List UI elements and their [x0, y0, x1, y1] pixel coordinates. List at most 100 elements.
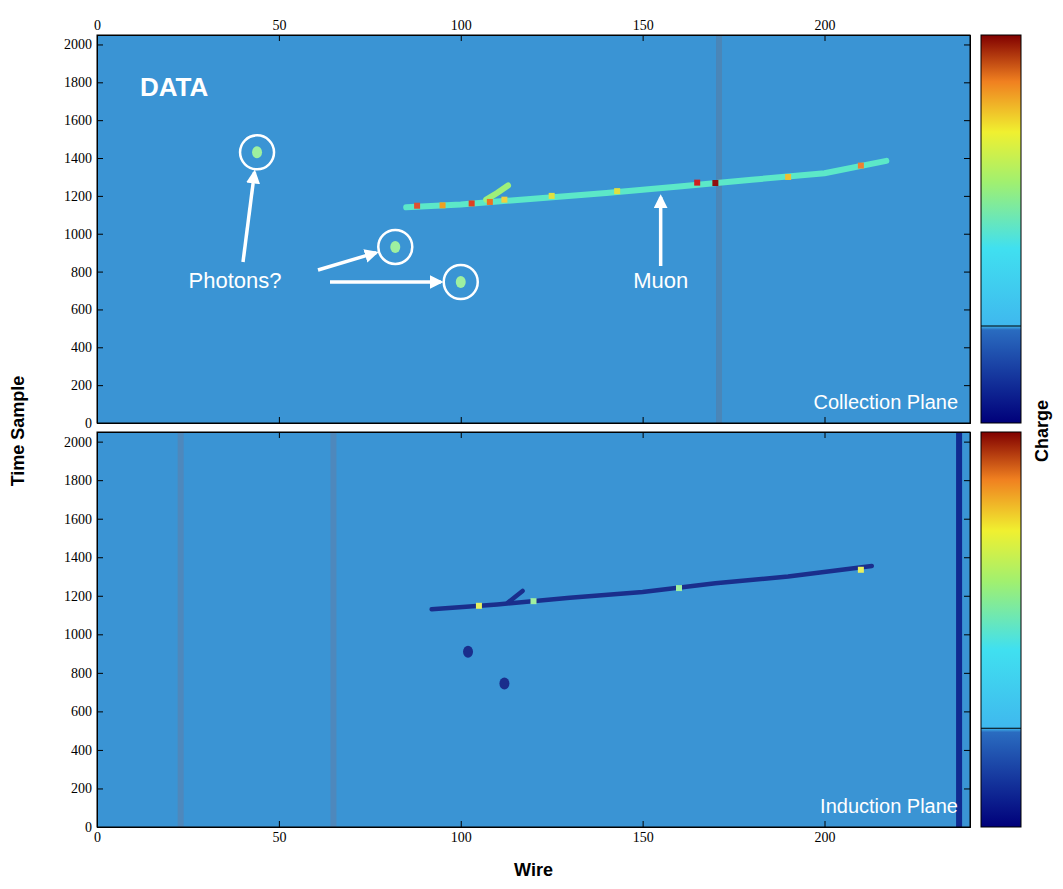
tick	[279, 432, 280, 438]
tick-mark	[97, 673, 103, 674]
x-axis-top	[98, 432, 971, 438]
tick-label: 1200	[64, 589, 92, 604]
hit	[785, 174, 791, 180]
colorbar-gradient	[981, 35, 1021, 423]
tick	[279, 417, 280, 423]
tick-mark	[97, 519, 103, 520]
tick-mark	[964, 442, 970, 443]
tick-label: 2000	[64, 435, 92, 450]
hit	[549, 193, 555, 199]
axis-line	[98, 433, 971, 439]
tick	[964, 158, 970, 159]
tick-label: 0	[85, 416, 92, 431]
tick: 0	[94, 18, 101, 41]
tick-label: 600	[71, 704, 92, 719]
tick-mark	[964, 480, 970, 481]
hit	[501, 197, 507, 203]
tick: 1000	[64, 227, 103, 242]
plot-background	[97, 432, 970, 827]
tick: 600	[71, 704, 103, 719]
tick-mark	[97, 442, 103, 443]
tick-label: 1800	[64, 473, 92, 488]
y-axis-right	[964, 36, 971, 424]
tick-mark	[964, 634, 970, 635]
tick	[964, 44, 970, 45]
tick-mark	[279, 432, 280, 438]
axis-line	[964, 36, 971, 424]
tick	[964, 272, 970, 273]
tick-label: 200	[815, 18, 836, 33]
colorbar	[981, 35, 1021, 423]
tick: 100	[451, 821, 472, 845]
x-axis-bottom	[98, 417, 971, 424]
tick-label: 50	[272, 830, 286, 845]
tick-mark	[97, 385, 103, 386]
tick-mark	[97, 309, 103, 310]
x-axis-bottom: 050100150200	[94, 821, 971, 845]
data-label: DATA	[140, 72, 209, 102]
tick: 50	[272, 18, 286, 41]
tick: 1600	[64, 113, 103, 128]
tick	[964, 519, 970, 520]
tick-mark	[97, 480, 103, 481]
tick-mark	[964, 44, 970, 45]
tick-mark	[964, 120, 970, 121]
tick: 800	[71, 666, 103, 681]
tick-mark	[97, 557, 103, 558]
tick: 1800	[64, 75, 103, 90]
photon-circle	[444, 265, 478, 299]
tick	[825, 432, 826, 438]
tick-mark	[461, 417, 462, 423]
photon-circle	[378, 230, 412, 264]
tick	[964, 82, 970, 83]
tick: 50	[272, 821, 286, 845]
tick: 1600	[64, 512, 103, 527]
track	[406, 161, 886, 207]
photon-shower	[456, 276, 466, 288]
axis-line	[964, 433, 971, 828]
tick-label: 1600	[64, 113, 92, 128]
tick	[825, 417, 826, 423]
hit	[712, 180, 718, 186]
axis-line	[98, 821, 971, 828]
tick: 400	[71, 340, 103, 355]
axis-title: Time Sample	[8, 376, 28, 487]
axis-line	[98, 36, 971, 42]
tick-mark	[461, 35, 462, 41]
tick-mark	[964, 234, 970, 235]
tick-mark	[279, 821, 280, 827]
tick-label: 1200	[64, 189, 92, 204]
y-axis: 0200400600800100012001400160018002000	[64, 433, 103, 835]
tick	[97, 417, 98, 423]
annotation: Photons?	[189, 268, 282, 293]
arrow	[330, 280, 441, 284]
tick: 800	[71, 265, 103, 280]
tick	[964, 234, 970, 235]
tick-label: 150	[633, 830, 654, 845]
axis-line	[98, 417, 971, 424]
dead-wire	[330, 432, 336, 827]
tick-mark	[964, 158, 970, 159]
tick-mark	[964, 788, 970, 789]
tick-mark	[97, 272, 103, 273]
hit	[614, 188, 620, 194]
tick-mark	[825, 35, 826, 41]
tick-label: 100	[451, 830, 472, 845]
tick-label: 800	[71, 666, 92, 681]
panel: 0200400600800100012001400160018002000050…	[64, 432, 1021, 845]
tick: 200	[71, 378, 103, 393]
dead-wire	[716, 35, 722, 423]
plot-background	[97, 35, 970, 423]
tick	[964, 196, 970, 197]
tick: 1400	[64, 151, 103, 166]
plot-marks	[252, 35, 886, 423]
hit	[440, 202, 446, 208]
tick-label: 2000	[64, 37, 92, 52]
tick-label: 1000	[64, 227, 92, 242]
tick	[643, 432, 644, 438]
tick: 0	[94, 821, 101, 845]
tick	[461, 432, 462, 438]
tick-mark	[461, 432, 462, 438]
arrow	[659, 197, 663, 266]
tick: 600	[71, 302, 103, 317]
